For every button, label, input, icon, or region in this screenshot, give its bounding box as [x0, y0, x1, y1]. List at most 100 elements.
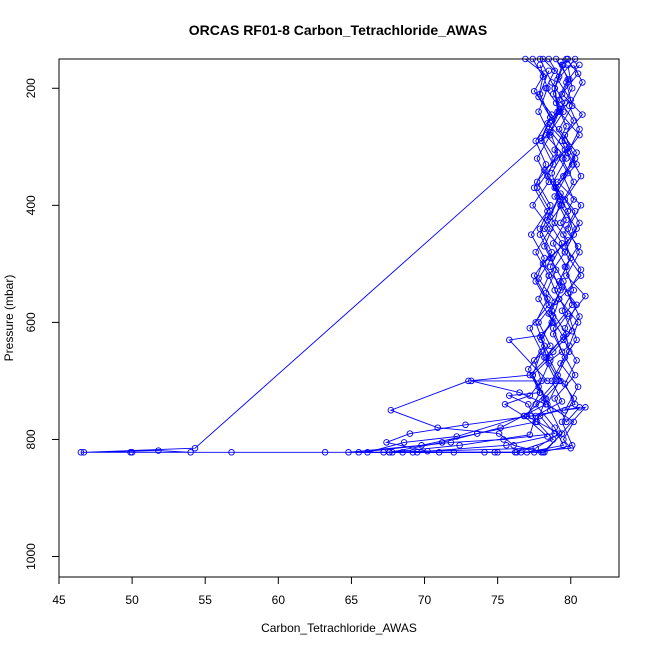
data-point: [387, 406, 395, 414]
data-point: [576, 248, 583, 256]
series-line: [389, 58, 575, 453]
data-point: [576, 125, 583, 133]
data-point: [541, 70, 548, 77]
x-tick-label: 45: [52, 593, 66, 607]
data-point: [576, 219, 583, 227]
data-point: [573, 225, 580, 232]
data-point: [557, 105, 564, 113]
data-point: [570, 418, 577, 426]
data-point: [541, 449, 548, 456]
data-point: [539, 73, 547, 80]
data-point: [530, 87, 538, 95]
data-point: [551, 286, 558, 294]
data-point: [563, 216, 570, 224]
data-point: [447, 439, 455, 446]
data-point: [526, 431, 534, 439]
data-point: [548, 169, 555, 177]
data-point: [532, 319, 539, 326]
data-point: [549, 161, 557, 168]
data-point: [542, 161, 550, 168]
data-point: [579, 111, 586, 118]
data-point: [547, 263, 554, 271]
data-point: [558, 240, 566, 247]
data-point: [561, 380, 569, 388]
data-point: [573, 161, 580, 168]
data-point: [552, 184, 560, 192]
data-point: [462, 421, 469, 429]
data-point: [533, 155, 541, 162]
data-point: [495, 430, 503, 437]
data-point: [544, 216, 551, 224]
x-tick-label: 65: [345, 593, 359, 607]
data-point: [574, 70, 582, 77]
data-point: [545, 125, 553, 133]
data-point: [532, 248, 539, 256]
y-tick-label: 200: [24, 78, 38, 98]
data-point: [547, 342, 554, 350]
data-point: [547, 114, 554, 121]
data-point: [535, 295, 542, 303]
data-point: [473, 430, 481, 437]
data-point: [516, 389, 523, 396]
data-point: [551, 430, 558, 437]
data-point: [571, 155, 579, 162]
data-point: [558, 348, 566, 355]
x-tick-label: 55: [199, 593, 213, 607]
data-point: [529, 202, 536, 209]
data-point: [549, 319, 557, 326]
data-point: [560, 278, 567, 285]
data-point: [549, 330, 557, 338]
data-point: [551, 155, 558, 162]
data-point: [551, 146, 558, 153]
series-line: [348, 58, 554, 453]
data-point: [573, 149, 580, 156]
data-point: [568, 161, 576, 168]
data-point: [561, 146, 569, 153]
data-point: [491, 449, 498, 456]
y-tick-label: 600: [24, 312, 38, 332]
data-point: [551, 395, 558, 402]
data-point: [558, 398, 566, 405]
data-point: [560, 436, 567, 443]
data-point: [557, 219, 564, 227]
data-point: [567, 444, 574, 452]
data-point: [542, 85, 550, 92]
data-point: [536, 90, 544, 98]
data-point: [582, 404, 589, 411]
data-point: [563, 418, 570, 426]
data-point: [555, 377, 563, 385]
data-point: [564, 225, 572, 232]
data-point: [568, 85, 576, 92]
data-point: [554, 76, 561, 83]
data-point: [544, 401, 551, 408]
x-tick-label: 75: [491, 593, 505, 607]
data-point: [570, 61, 577, 69]
series-line: [384, 58, 582, 452]
data-point: [434, 424, 441, 431]
data-point: [453, 433, 460, 440]
data-point: [526, 324, 534, 332]
data-point: [506, 336, 513, 344]
data-point: [564, 76, 572, 83]
data-point: [573, 336, 580, 344]
data-point: [77, 449, 85, 456]
data-point: [526, 392, 534, 399]
data-point: [577, 172, 585, 180]
data-point: [545, 310, 553, 317]
data-point: [538, 134, 545, 142]
plot-area: [77, 55, 589, 456]
x-tick-label: 80: [564, 593, 578, 607]
data-point: [127, 449, 134, 456]
data-point: [558, 418, 566, 426]
data-point: [551, 298, 558, 306]
data-point: [571, 401, 579, 408]
data-point: [400, 439, 408, 446]
x-axis-label: Carbon_Tetrachloride_AWAS: [261, 621, 417, 635]
data-point: [523, 412, 531, 420]
data-point: [517, 449, 525, 456]
data-point: [561, 406, 569, 414]
data-point: [383, 439, 390, 446]
data-point: [582, 292, 589, 300]
